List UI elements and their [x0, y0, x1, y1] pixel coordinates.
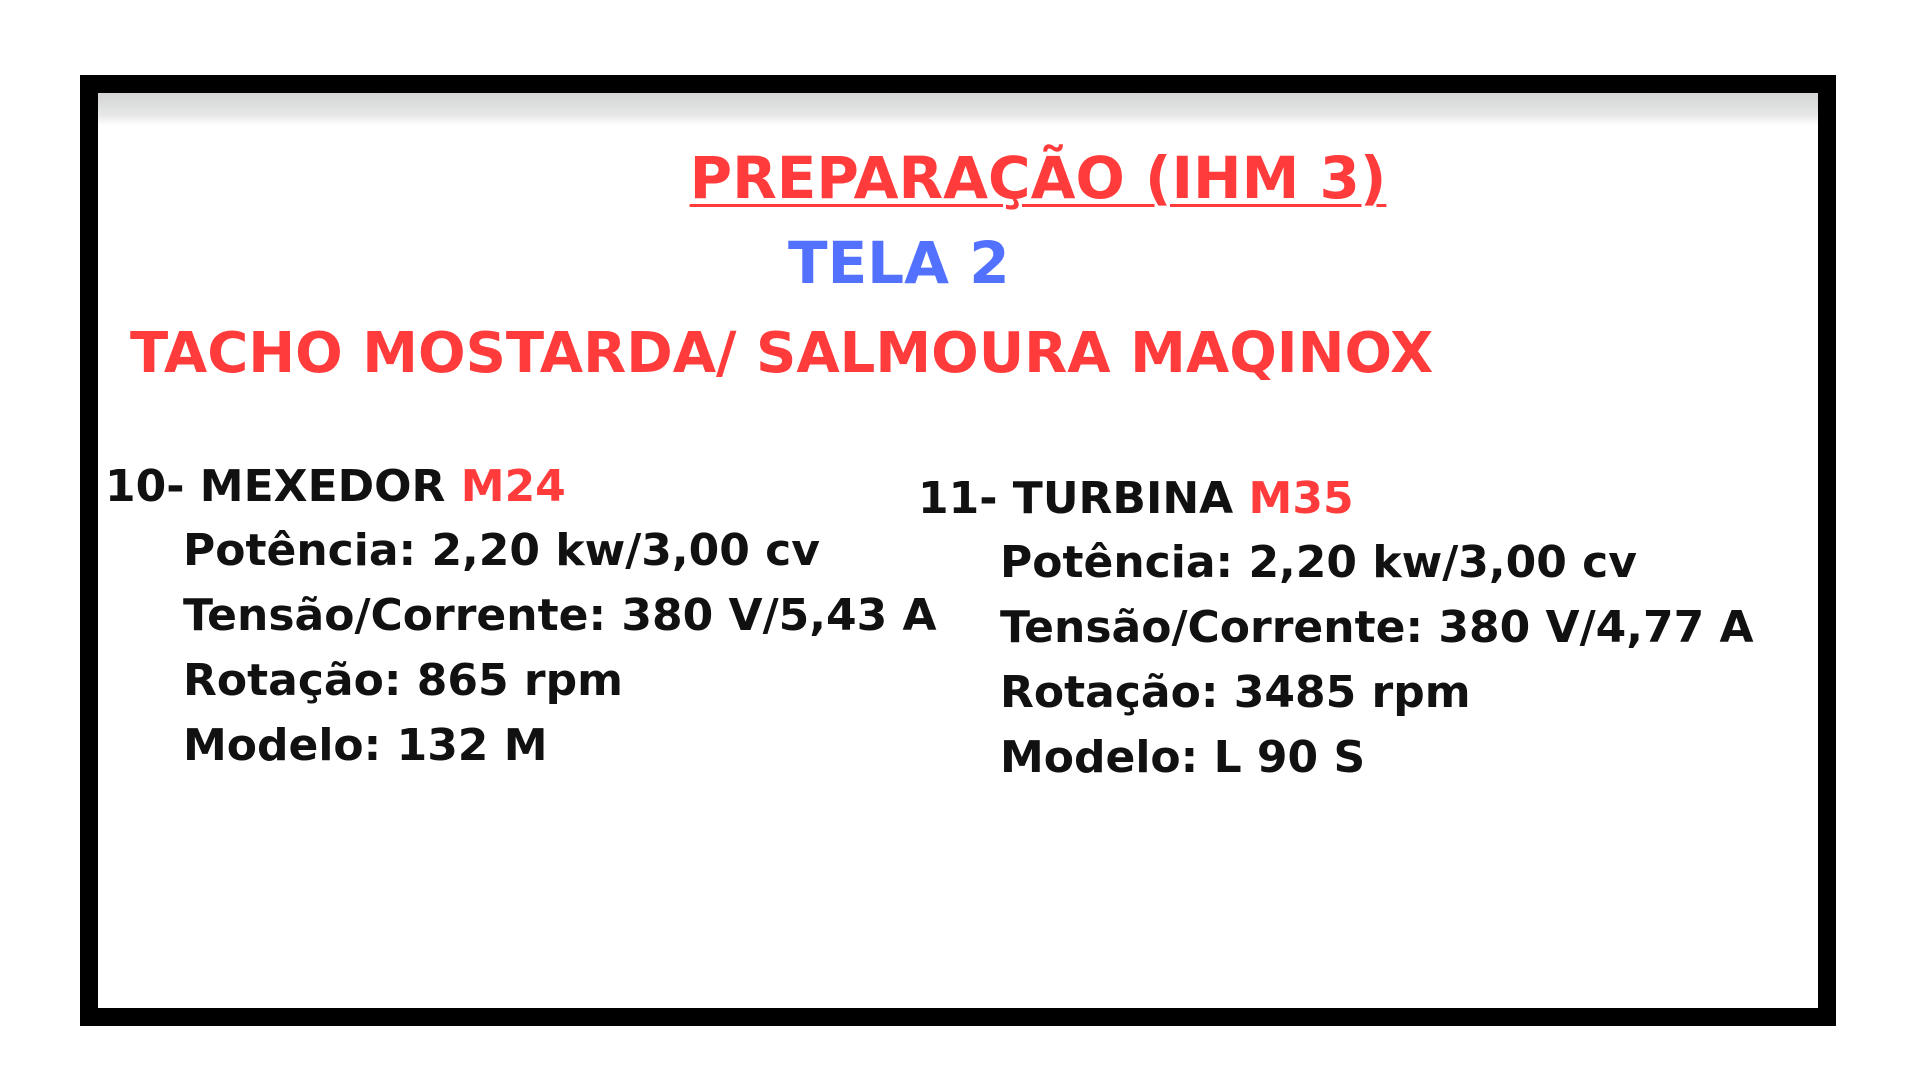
page-title: PREPARAÇÃO (IHM 3) — [98, 149, 1818, 207]
motor-voltage-current: Tensão/Corrente: 380 V/5,43 A — [183, 590, 937, 641]
screen-subtitle: TELA 2 — [788, 229, 1010, 297]
document-frame: PREPARAÇÃO (IHM 3) TELA 2 TACHO MOSTARDA… — [80, 75, 1836, 1026]
motor-rotation: Rotação: 3485 rpm — [1000, 667, 1471, 718]
motor-card-mexedor: 10- MEXEDOR M24 Potência: 2,20 kw/3,00 c… — [105, 465, 937, 789]
motor-rotation: Rotação: 865 rpm — [183, 655, 623, 706]
motor-power: Potência: 2,20 kw/3,00 cv — [1000, 537, 1637, 588]
motor-heading: 11- TURBINA M35 — [918, 477, 1754, 521]
motor-voltage-current: Tensão/Corrente: 380 V/4,77 A — [1000, 602, 1754, 653]
motor-name: 10- MEXEDOR — [105, 461, 446, 512]
motor-name: 11- TURBINA — [918, 473, 1234, 524]
motor-code: M35 — [1248, 473, 1354, 524]
motor-model: Modelo: 132 M — [183, 720, 548, 771]
motor-heading: 10- MEXEDOR M24 — [105, 465, 937, 509]
motor-model: Modelo: L 90 S — [1000, 732, 1366, 783]
motor-power: Potência: 2,20 kw/3,00 cv — [183, 525, 820, 576]
motor-card-turbina: 11- TURBINA M35 Potência: 2,20 kw/3,00 c… — [918, 477, 1754, 801]
page-title-text: PREPARAÇÃO (IHM 3) — [689, 144, 1387, 212]
equipment-title: TACHO MOSTARDA/ SALMOURA MAQINOX — [130, 321, 1434, 386]
motor-code: M24 — [460, 461, 566, 512]
top-band — [98, 93, 1818, 125]
